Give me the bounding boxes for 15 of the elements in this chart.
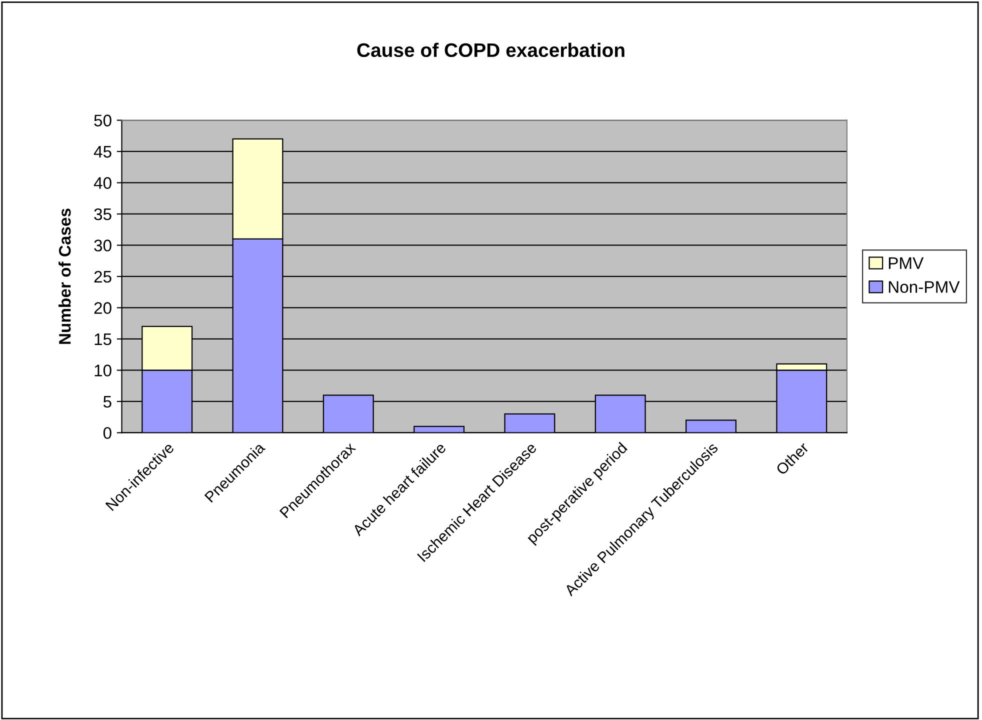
- y-tick-label: 25: [94, 270, 112, 283]
- y-tick-label: 10: [94, 364, 112, 376]
- y-axis-title: Number of Cases: [58, 208, 71, 344]
- y-tick-label: 20: [94, 302, 112, 314]
- legend-label: PMV: [888, 257, 924, 269]
- y-tick-label: 40: [94, 177, 112, 189]
- legend-label: Non-PMV: [888, 281, 960, 293]
- y-tick-label: 30: [94, 240, 112, 252]
- y-tick-label: 45: [94, 146, 112, 158]
- y-tick-label: 5: [103, 396, 112, 408]
- y-tick-label: 35: [94, 208, 112, 220]
- y-tick-label: 15: [94, 334, 112, 346]
- y-tick-label: 50: [94, 114, 112, 126]
- chart-title: Cause of COPD exacerbation: [357, 42, 624, 58]
- y-tick-label: 0: [103, 427, 112, 439]
